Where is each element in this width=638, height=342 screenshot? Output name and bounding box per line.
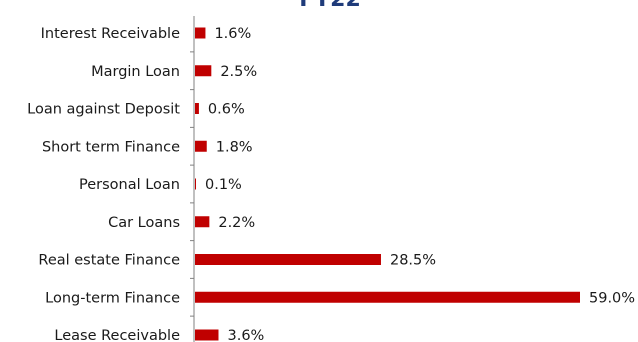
category-label: Personal Loan [79, 177, 180, 193]
value-label: 1.6% [214, 26, 251, 42]
category-label: Margin Loan [91, 64, 180, 80]
value-label: 3.6% [227, 328, 264, 342]
bar-0 [195, 27, 206, 39]
value-label: 2.5% [220, 64, 257, 80]
category-label: Loan against Deposit [27, 102, 180, 118]
bar-3 [195, 140, 207, 152]
bars-layer [190, 27, 580, 341]
value-label: 2.2% [218, 215, 255, 231]
bar-6 [195, 254, 381, 265]
category-label: Lease Receivable [54, 328, 180, 342]
category-label: Car Loans [108, 215, 180, 231]
category-label: Long-term Finance [45, 290, 180, 306]
category-label: Real estate Finance [38, 253, 180, 269]
bar-4 [195, 178, 196, 190]
bar-7 [195, 291, 580, 303]
value-label: 0.6% [208, 102, 245, 118]
value-label: 59.0% [589, 290, 635, 306]
value-label: 28.5% [390, 253, 436, 269]
value-label: 1.8% [216, 139, 253, 155]
labels-layer: Interest Receivable 1.6% Margin Loan 2.5% Lo… [27, 26, 635, 342]
bar-1 [195, 65, 212, 77]
category-label: Short term Finance [42, 139, 180, 155]
chart-title: FY22 [299, 0, 361, 12]
bar-8 [195, 329, 219, 341]
category-label: Interest Receivable [41, 26, 180, 42]
bar-5 [195, 216, 210, 228]
value-label: 0.1% [205, 177, 242, 193]
bar-2 [195, 103, 199, 114]
